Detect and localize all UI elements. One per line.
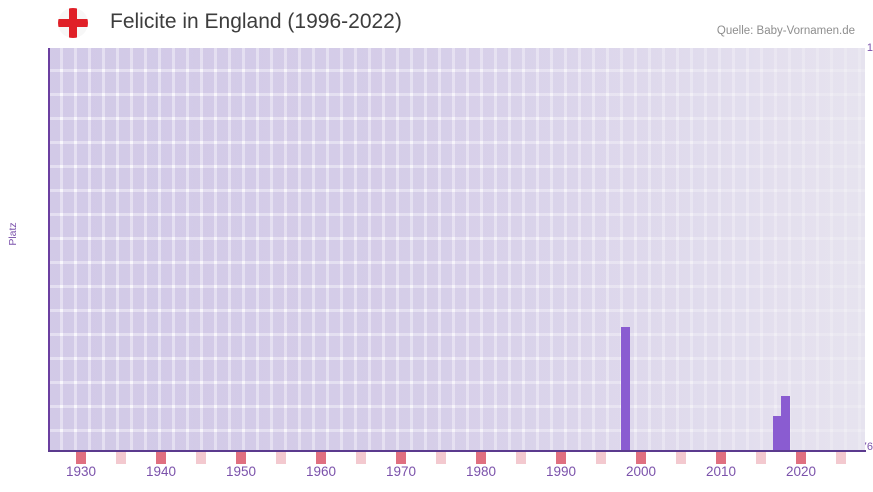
- y-axis-title: Platz: [7, 222, 19, 246]
- bar-2018[interactable]: [780, 395, 790, 450]
- flag-cross-vertical: [69, 8, 77, 38]
- bar-2017[interactable]: [772, 416, 782, 450]
- x-axis-label-1970: 1970: [385, 464, 417, 479]
- tick-mark-2015: [756, 452, 766, 464]
- source-attribution: Quelle: Baby-Vornamen.de: [716, 25, 855, 37]
- y-axis-tick-top: 1: [866, 42, 873, 54]
- tick-mark-2010: [716, 452, 726, 464]
- tick-mark-1940: [156, 452, 166, 464]
- tick-mark-2025: [836, 452, 846, 464]
- x-axis-label-2000: 2000: [625, 464, 657, 479]
- tick-mark-2005: [676, 452, 686, 464]
- tick-mark-1970: [396, 452, 406, 464]
- tick-mark-1960: [316, 452, 326, 464]
- tick-mark-1995: [596, 452, 606, 464]
- tick-mark-2020: [796, 452, 806, 464]
- tick-mark-1955: [276, 452, 286, 464]
- y-axis-line: [48, 48, 50, 452]
- x-axis-label-1940: 1940: [145, 464, 177, 479]
- tick-mark-1975: [436, 452, 446, 464]
- x-axis-line: [48, 450, 866, 452]
- tick-mark-1935: [116, 452, 126, 464]
- tick-mark-1985: [516, 452, 526, 464]
- tick-mark-2000: [636, 452, 646, 464]
- x-axis-label-1930: 1930: [65, 464, 97, 479]
- page-title: Felicite in England (1996-2022): [110, 10, 402, 33]
- x-axis-label-1950: 1950: [225, 464, 257, 479]
- chart-header: Felicite in England (1996-2022) Quelle: …: [0, 0, 873, 44]
- plot-gradient-overlay: [49, 48, 865, 451]
- england-flag-icon: [58, 8, 88, 38]
- x-axis-label-1980: 1980: [465, 464, 497, 479]
- tick-mark-1930: [76, 452, 86, 464]
- x-axis-label-1960: 1960: [305, 464, 337, 479]
- plot-area: [49, 48, 865, 451]
- x-axis-label-1990: 1990: [545, 464, 577, 479]
- x-axis-label-2020: 2020: [785, 464, 817, 479]
- tick-mark-1945: [196, 452, 206, 464]
- bar-1998[interactable]: [620, 327, 630, 450]
- x-axis-label-2010: 2010: [705, 464, 737, 479]
- tick-mark-1950: [236, 452, 246, 464]
- tick-mark-1980: [476, 452, 486, 464]
- tick-mark-1990: [556, 452, 566, 464]
- tick-mark-1965: [356, 452, 366, 464]
